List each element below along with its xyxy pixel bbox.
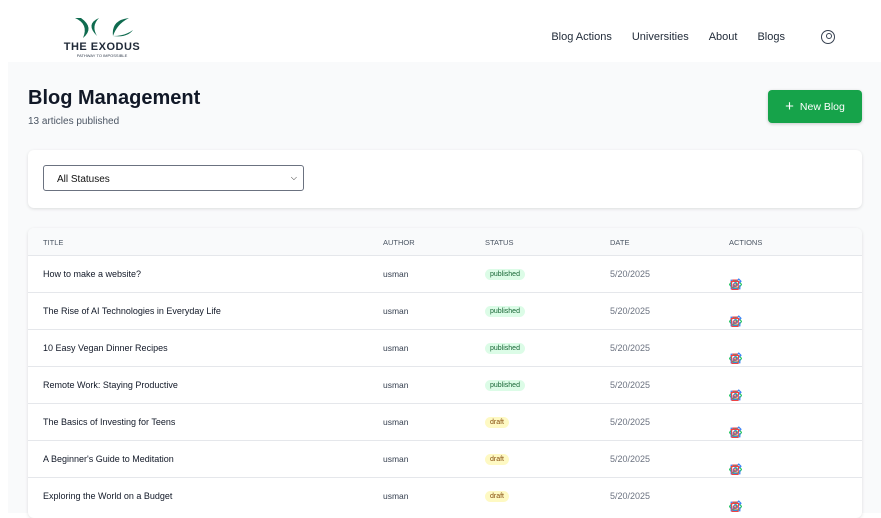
delete-trash-icon[interactable] (729, 352, 741, 365)
blog-date: 5/20/2025 (610, 380, 651, 390)
table-row: Remote Work: Staying Productive usman pu… (28, 366, 862, 403)
status-badge: published (485, 306, 525, 317)
blog-author: usman (383, 306, 409, 316)
status-badge: draft (485, 454, 510, 465)
blog-author: usman (383, 417, 409, 427)
blog-title[interactable]: Exploring the World on a Budget (43, 491, 173, 501)
delete-trash-icon[interactable] (729, 315, 741, 328)
status-badge: published (485, 380, 525, 391)
top-nav: THE EXODUS PATHWAY TO IMPOSSIBLE Blog Ac… (0, 0, 881, 62)
user-circle-icon[interactable] (821, 30, 835, 44)
blog-title[interactable]: A Beginner's Guide to Meditation (43, 454, 174, 464)
delete-trash-icon[interactable] (729, 426, 741, 439)
page-title: Blog Management (28, 87, 201, 109)
new-blog-button[interactable]: + New Blog (768, 90, 862, 123)
status-badge: draft (485, 491, 510, 502)
header-actions: ACTIONS (729, 238, 763, 247)
blog-title[interactable]: The Rise of AI Technologies in Everyday … (43, 306, 221, 316)
status-filter-select[interactable]: All Statuses ⌵ (43, 165, 304, 191)
blog-date: 5/20/2025 (610, 454, 651, 464)
blog-author: usman (383, 491, 409, 501)
plus-icon: + (785, 98, 794, 115)
nav-about[interactable]: About (708, 31, 738, 43)
table-row: A Beginner's Guide to Meditation usman d… (28, 440, 862, 477)
header-date: DATE (610, 238, 630, 247)
table-row: The Rise of AI Technologies in Everyday … (28, 292, 862, 329)
blog-author: usman (383, 454, 409, 464)
blog-date: 5/20/2025 (610, 491, 651, 501)
chevron-down-icon: ⌵ (290, 173, 297, 182)
blog-table: TITLE AUTHOR STATUS DATE ACTIONS How to … (28, 228, 862, 518)
blog-title[interactable]: Remote Work: Staying Productive (43, 380, 178, 390)
blog-title[interactable]: How to make a website? (43, 269, 142, 279)
blog-date: 5/20/2025 (610, 306, 651, 316)
blog-title[interactable]: The Basics of Investing for Teens (43, 417, 176, 427)
status-badge: draft (485, 417, 510, 428)
header-status: STATUS (485, 238, 514, 247)
table-header: TITLE AUTHOR STATUS DATE ACTIONS (28, 228, 862, 255)
main-content: Blog Management 13 articles published + N… (8, 62, 881, 518)
logo[interactable]: THE EXODUS PATHWAY TO IMPOSSIBLE (62, 16, 142, 58)
status-badge: published (485, 269, 525, 280)
blog-author: usman (383, 269, 409, 279)
filter-panel: All Statuses ⌵ (28, 150, 862, 208)
nav-blog-actions[interactable]: Blog Actions (551, 31, 612, 43)
table-row: The Basics of Investing for Teens usman … (28, 403, 862, 440)
brand-tagline: PATHWAY TO IMPOSSIBLE (76, 53, 128, 58)
nav-blogs[interactable]: Blogs (757, 31, 785, 43)
new-blog-label: New Blog (799, 100, 845, 113)
blog-author: usman (383, 380, 409, 390)
brand-name: THE EXODUS (63, 41, 141, 53)
article-count: 13 articles published (28, 116, 120, 127)
logo-mark-icon (75, 18, 133, 38)
table-row: Exploring the World on a Budget usman dr… (28, 477, 862, 514)
header-author: AUTHOR (383, 238, 415, 247)
blog-author: usman (383, 343, 409, 353)
status-badge: published (485, 343, 525, 354)
delete-trash-icon[interactable] (729, 463, 741, 476)
blog-date: 5/20/2025 (610, 269, 651, 279)
table-row: How to make a website? usman published 5… (28, 255, 862, 292)
blog-title[interactable]: 10 Easy Vegan Dinner Recipes (43, 343, 168, 353)
blog-date: 5/20/2025 (610, 343, 651, 353)
delete-trash-icon[interactable] (729, 500, 741, 513)
status-filter-value: All Statuses (57, 174, 110, 185)
delete-trash-icon[interactable] (729, 278, 741, 291)
nav-universities[interactable]: Universities (631, 31, 689, 43)
blog-date: 5/20/2025 (610, 417, 651, 427)
table-row: 10 Easy Vegan Dinner Recipes usman publi… (28, 329, 862, 366)
delete-trash-icon[interactable] (729, 389, 741, 402)
header-title: TITLE (43, 238, 64, 247)
